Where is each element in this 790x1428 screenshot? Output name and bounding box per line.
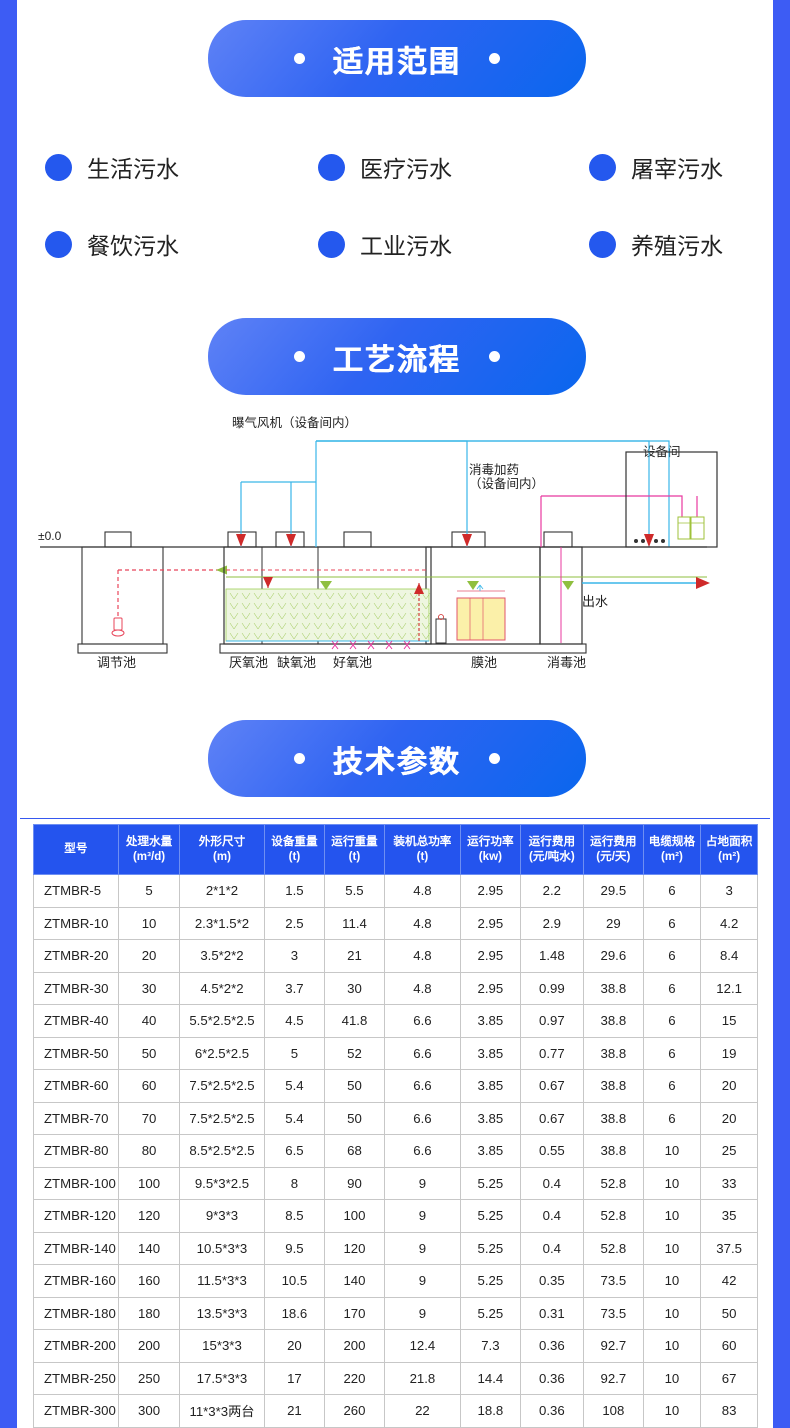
- svg-text:缺氧池: 缺氧池: [277, 655, 316, 670]
- svg-text:出水: 出水: [582, 594, 608, 609]
- svg-text:消毒池: 消毒池: [547, 655, 586, 670]
- svg-text:厌氧池: 厌氧池: [229, 655, 268, 670]
- svg-text:曝气风机（设备间内）: 曝气风机（设备间内）: [232, 415, 357, 430]
- svg-text:调节池: 调节池: [97, 655, 136, 670]
- svg-text:±0.0: ±0.0: [38, 529, 62, 543]
- svg-text:消毒加药: 消毒加药: [469, 463, 519, 477]
- svg-text:膜池: 膜池: [471, 655, 497, 670]
- svg-text:好氧池: 好氧池: [333, 655, 372, 670]
- svg-text:（设备间内）: （设备间内）: [469, 476, 544, 491]
